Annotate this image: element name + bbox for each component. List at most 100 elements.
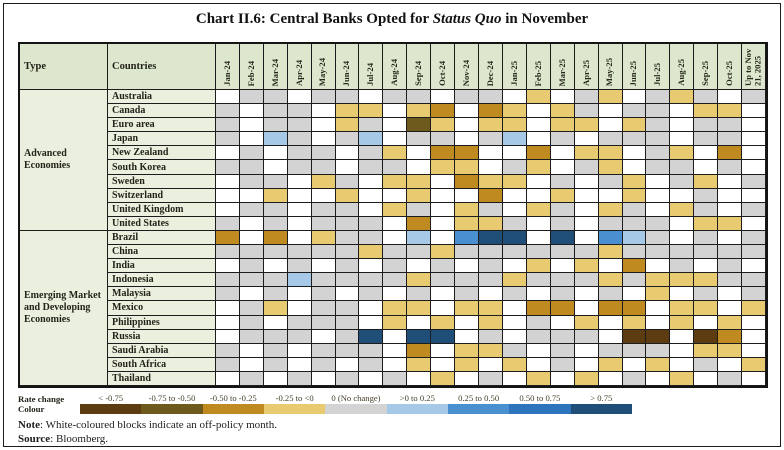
- country-label: Switzerland: [108, 188, 216, 203]
- month-header-label: Apr-25: [580, 60, 591, 86]
- heatmap-cell: [670, 160, 695, 175]
- heatmap-cell: [622, 132, 647, 147]
- heatmap-cell: [646, 160, 671, 175]
- heatmap-cell: [550, 343, 575, 358]
- heatmap-cell: [502, 132, 527, 147]
- heatmap-cell: [455, 118, 480, 133]
- heatmap-cell: [622, 90, 647, 105]
- heatmap-cell: [287, 174, 312, 189]
- heatmap-cell: [646, 245, 671, 260]
- heatmap-cell: [407, 216, 432, 231]
- heatmap-cell: [239, 315, 264, 330]
- heatmap-cell: [335, 371, 360, 386]
- heatmap-cell: [718, 315, 743, 330]
- heatmap-cell: [550, 273, 575, 288]
- month-header: Mar-24: [263, 44, 288, 90]
- heatmap-cell: [335, 259, 360, 274]
- heatmap-cell: [383, 230, 408, 246]
- source-text: : Bloomberg.: [50, 432, 109, 445]
- heatmap-cell: [718, 343, 743, 358]
- heatmap-cell: [216, 315, 240, 330]
- heatmap-cell: [479, 343, 503, 358]
- heatmap-cell: [407, 329, 432, 344]
- heatmap-cell: [622, 329, 647, 344]
- heatmap-cell: [311, 216, 336, 231]
- legend-bucket-label: 0 (No change): [331, 392, 381, 403]
- heatmap-cell: [479, 216, 503, 231]
- heatmap-cell: [694, 357, 719, 372]
- heatmap-cell: [526, 301, 551, 316]
- heatmap-cell: [718, 90, 743, 105]
- group-label: Emerging Market and Developing Economies: [20, 230, 108, 386]
- heatmap-cell: [311, 343, 336, 358]
- heatmap-cell: [263, 371, 288, 386]
- heatmap-cell: [550, 174, 575, 189]
- heatmap-cell: [335, 118, 360, 133]
- heatmap-cell: [359, 357, 384, 372]
- month-header-label: May-24: [317, 57, 328, 86]
- heatmap-cell: [407, 287, 432, 302]
- heatmap-cell: [263, 357, 288, 372]
- heatmap-cell: [407, 245, 432, 260]
- heatmap-cell: [407, 146, 432, 161]
- heatmap-cell: [550, 104, 575, 119]
- heatmap-cell: [502, 202, 527, 217]
- heatmap-cell: [670, 371, 695, 386]
- source-label: Source: [18, 432, 51, 445]
- heatmap-cell: [335, 287, 360, 302]
- heatmap-cell: [431, 216, 456, 231]
- heatmap-cell: [550, 287, 575, 302]
- heatmap-cell: [622, 245, 647, 260]
- heatmap-cell: [622, 357, 647, 372]
- heatmap-cell: [311, 118, 336, 133]
- heatmap-cell: [431, 104, 456, 119]
- heatmap-cell: [263, 329, 288, 344]
- month-header-label: Feb-25: [532, 60, 543, 86]
- heatmap-cell: [502, 273, 527, 288]
- heatmap-cell: [287, 315, 312, 330]
- heatmap-cell: [502, 104, 527, 119]
- heatmap-cell: [598, 118, 623, 133]
- chart-title-prefix: Chart II.6: Central Banks Opted for: [195, 11, 433, 27]
- heatmap-cell: [407, 118, 432, 133]
- heatmap-cell: [216, 90, 240, 105]
- heatmap-cell: [383, 357, 408, 372]
- month-header: Feb-24: [239, 44, 264, 90]
- heatmap-cell: [311, 357, 336, 372]
- heatmap-cell: [431, 230, 456, 246]
- heatmap-cell: [646, 273, 671, 288]
- heatmap-cell: [455, 259, 480, 274]
- rate-change-legend: Rate change Colour < -0.75 -0.75 to -0.50…: [18, 393, 768, 414]
- heatmap-cell: [455, 371, 480, 386]
- heatmap-cell: [311, 202, 336, 217]
- heatmap-cell: [335, 90, 360, 105]
- heatmap-cell: [622, 301, 647, 316]
- heatmap-cell: [670, 245, 695, 260]
- heatmap-cell: [646, 259, 671, 274]
- heatmap-cell: [407, 174, 432, 189]
- heatmap-cell: [598, 273, 623, 288]
- heatmap-cell: [311, 371, 336, 386]
- heatmap-cell: [502, 245, 527, 260]
- heatmap-cell: [455, 329, 480, 344]
- heatmap-cell: [287, 146, 312, 161]
- heatmap-cell: [646, 132, 671, 147]
- heatmap-cell: [335, 315, 360, 330]
- heatmap-cell: [670, 273, 695, 288]
- heatmap-cell: [311, 273, 336, 288]
- heatmap-cell: [622, 343, 647, 358]
- heatmap-cell: [335, 230, 360, 246]
- heatmap-cell: [742, 245, 766, 260]
- heatmap-cell: [622, 146, 647, 161]
- heatmap-cell: [526, 371, 551, 386]
- heatmap-cell: [526, 273, 551, 288]
- note-text: : White-coloured blocks indicate an off-…: [40, 418, 277, 431]
- heatmap-cell: [216, 301, 240, 316]
- heatmap-cell: [694, 160, 719, 175]
- heatmap-cell: [311, 245, 336, 260]
- heatmap-cell: [455, 315, 480, 330]
- heatmap-cell: [670, 202, 695, 217]
- heatmap-cell: [598, 90, 623, 105]
- heatmap-cell: [263, 202, 288, 217]
- heatmap-cell: [383, 371, 408, 386]
